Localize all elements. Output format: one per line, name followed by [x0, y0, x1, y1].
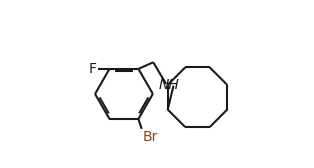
- Text: Br: Br: [143, 130, 158, 144]
- Text: F: F: [89, 62, 97, 76]
- Text: NH: NH: [159, 78, 180, 92]
